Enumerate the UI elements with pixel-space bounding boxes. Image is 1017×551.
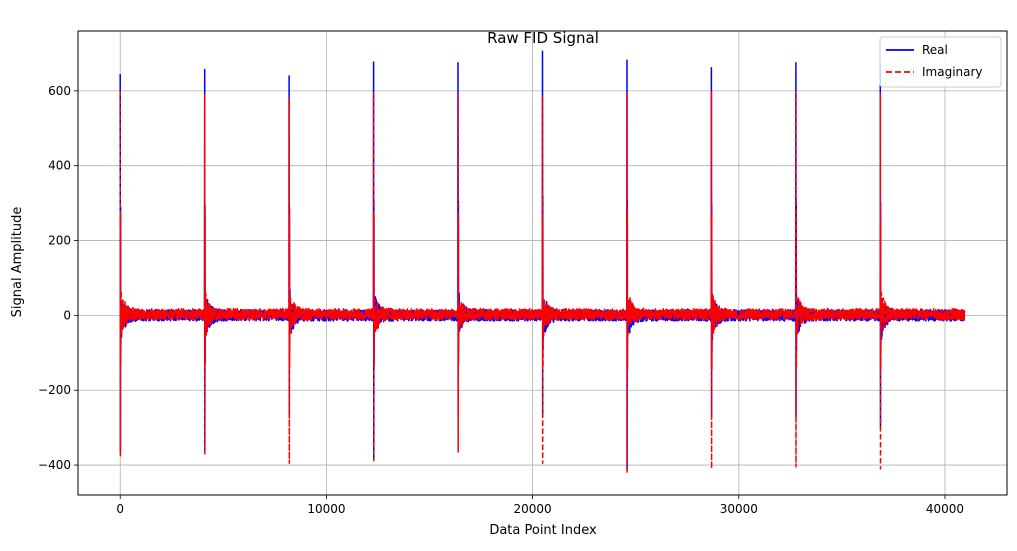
legend-label-imaginary: Imaginary [922, 65, 983, 79]
x-tick-label: 0 [116, 502, 124, 516]
x-tick-label: 30000 [720, 502, 758, 516]
series-lines [119, 50, 966, 475]
x-tick-label: 40000 [926, 502, 964, 516]
axis-ticks: 0 10000 20000 30000 40000 −400 −200 0 200 400 600 [38, 84, 964, 516]
series-line-imaginary [119, 90, 966, 475]
y-tick-label: −400 [38, 458, 71, 472]
chart-title: Raw FID Signal [487, 29, 599, 47]
y-tick-label: 600 [48, 84, 71, 98]
y-tick-label: 400 [48, 159, 71, 173]
x-tick-label: 10000 [307, 502, 345, 516]
plot-frame [77, 30, 1008, 496]
legend-label-real: Real [922, 43, 948, 57]
y-tick-label: −200 [38, 383, 71, 397]
y-tick-label: 0 [63, 308, 71, 322]
x-axis-label: Data Point Index [489, 523, 597, 538]
x-tick-label: 20000 [514, 502, 552, 516]
y-axis-label: Signal Amplitude [10, 207, 25, 318]
y-tick-label: 200 [48, 234, 71, 248]
legend: Real Imaginary [879, 36, 1002, 88]
